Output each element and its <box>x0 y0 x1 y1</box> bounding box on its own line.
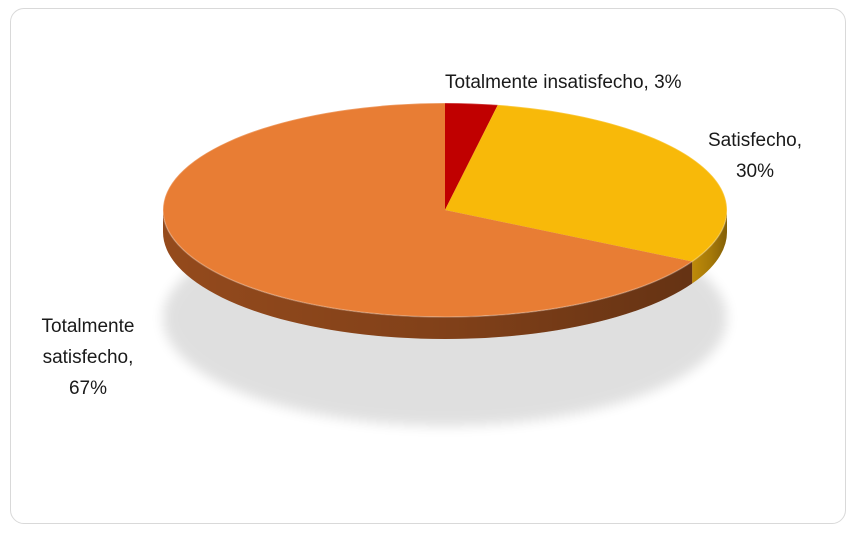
data-labels: Totalmente insatisfecho, 3% Satisfecho, 30… <box>42 72 802 399</box>
slice-satisfecho <box>445 104 727 262</box>
data-label-line: Totalmente <box>42 316 135 337</box>
slice-totalmente-satisfecho <box>162 103 693 318</box>
data-label-totalmente-insatisfecho: Totalmente insatisfecho, 3% <box>445 72 682 93</box>
data-label-line: Satisfecho, <box>708 130 802 151</box>
data-label-line: 30% <box>736 161 774 182</box>
slice-side-shade-satisfecho <box>692 210 727 284</box>
pie-slices <box>162 102 728 318</box>
data-label-line: satisfecho, <box>43 347 134 368</box>
pie-sides <box>163 210 727 339</box>
data-label-line: Totalmente insatisfecho, 3% <box>445 72 682 93</box>
pie-rim <box>162 102 728 318</box>
slice-totalmente-insatisfecho <box>445 103 498 210</box>
data-label-line: 67% <box>69 378 107 399</box>
slice-side-shade-totalmente-satisfecho <box>163 210 693 339</box>
data-label-satisfecho: Satisfecho, 30% <box>708 130 802 182</box>
data-label-totalmente-satisfecho: Totalmente satisfecho, 67% <box>42 316 135 399</box>
